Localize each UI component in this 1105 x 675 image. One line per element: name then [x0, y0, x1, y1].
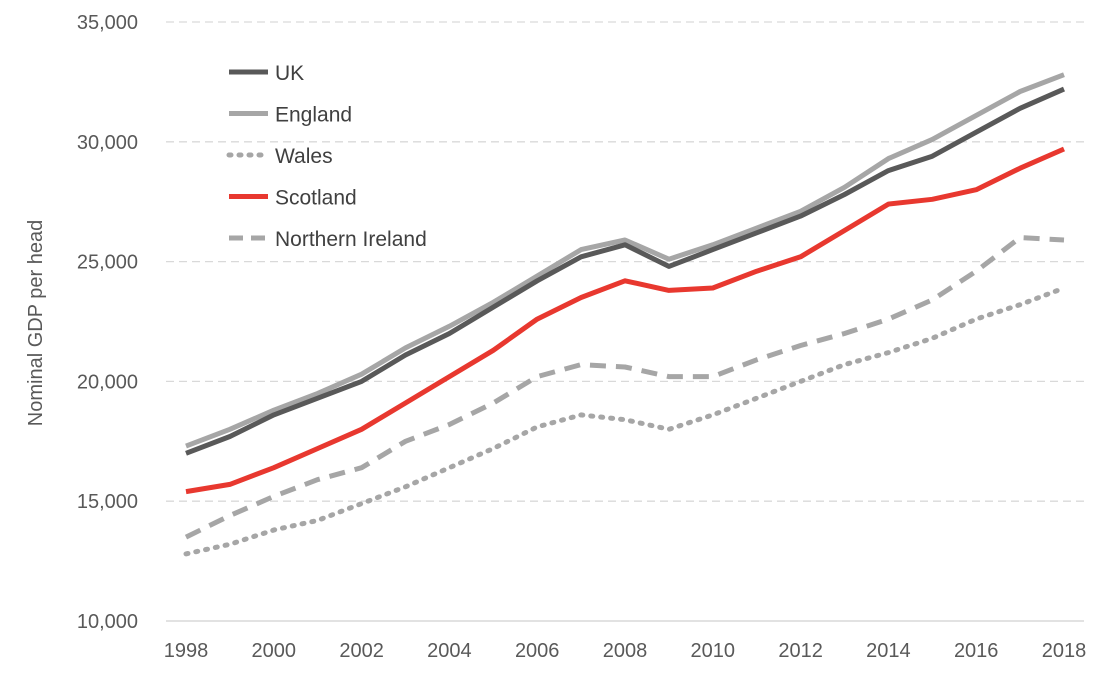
- x-tick-label: 2010: [691, 640, 736, 662]
- legend-label: Scotland: [275, 187, 357, 210]
- y-tick-label: 15,000: [77, 491, 138, 513]
- series-line-wales: [183, 285, 1067, 557]
- y-tick-label: 10,000: [77, 611, 138, 633]
- x-tick-label: 2002: [339, 640, 384, 662]
- legend-label: England: [275, 104, 352, 127]
- x-tick-label: 1998: [164, 640, 209, 662]
- series-line-northern-ireland: [184, 235, 1065, 540]
- series-lines: [183, 72, 1067, 557]
- y-axis-title: Nominal GDP per head: [25, 220, 47, 426]
- y-tick-label: 35,000: [77, 12, 138, 34]
- gridlines: [166, 21, 1084, 502]
- x-tick-label: 2012: [778, 640, 823, 662]
- x-tick-label: 2018: [1042, 640, 1087, 662]
- series-line-scotland: [185, 146, 1066, 495]
- y-tick-label: 30,000: [77, 132, 138, 154]
- x-tick-label: 2004: [427, 640, 472, 662]
- legend-label: UK: [275, 62, 304, 85]
- x-tick-label: 2000: [252, 640, 297, 662]
- y-tick-label: 25,000: [77, 252, 138, 274]
- series-line-england: [185, 72, 1065, 449]
- axes: 10,000 15,000 20,000 25,000 30,000 35,000 1998…: [77, 12, 1086, 662]
- y-tick-label: 20,000: [77, 371, 138, 393]
- legend: UK England Wales Scotland Northern Ireland: [226, 62, 427, 251]
- series-line-uk: [185, 86, 1066, 456]
- legend-label: Northern Ireland: [275, 228, 427, 251]
- x-tick-label: 2008: [603, 640, 648, 662]
- legend-label: Wales: [275, 145, 333, 168]
- x-tick-label: 2006: [515, 640, 560, 662]
- x-tick-label: 2014: [866, 640, 911, 662]
- x-tick-label: 2016: [954, 640, 999, 662]
